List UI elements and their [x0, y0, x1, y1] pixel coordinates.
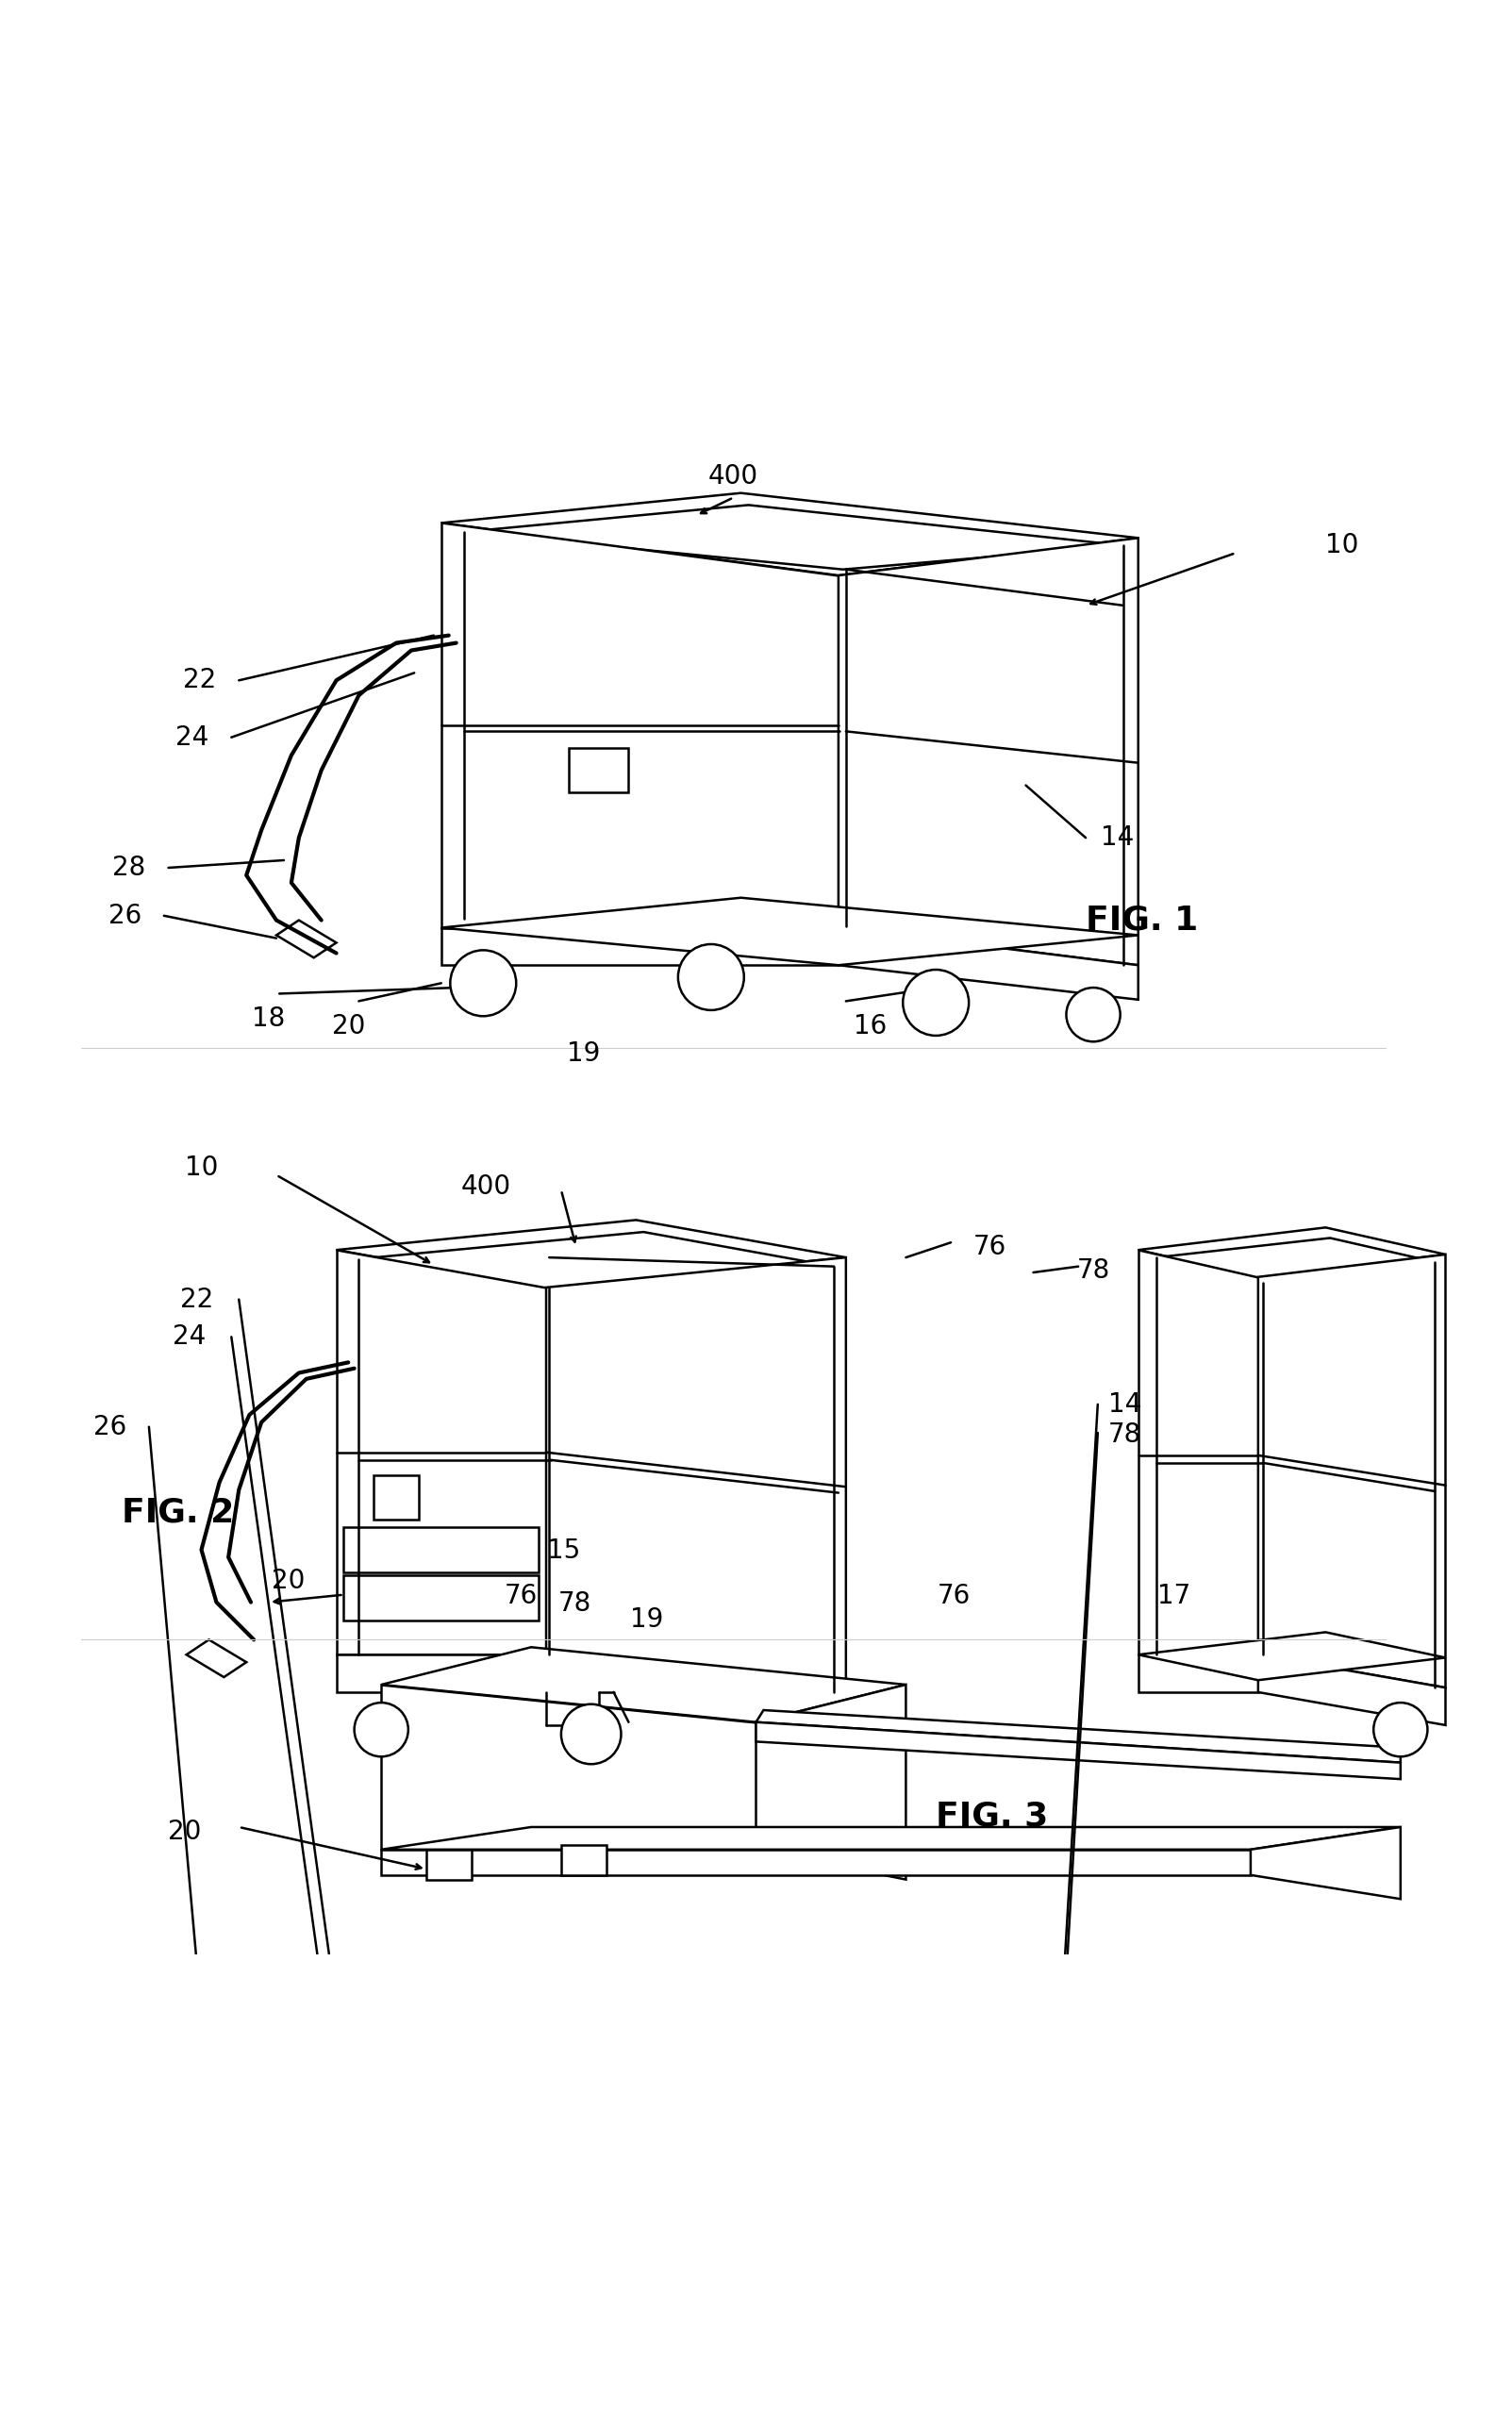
Text: 20: 20 [272, 1569, 305, 1593]
Text: 19: 19 [567, 1041, 600, 1068]
Polygon shape [442, 523, 839, 928]
Circle shape [903, 969, 969, 1036]
Text: 76: 76 [503, 1583, 537, 1610]
Polygon shape [756, 1711, 1400, 1762]
Polygon shape [442, 494, 1139, 576]
Polygon shape [442, 897, 1139, 964]
Polygon shape [1157, 1239, 1435, 1282]
Text: 17: 17 [1158, 1583, 1191, 1610]
Text: 16: 16 [853, 1012, 886, 1039]
Text: 76: 76 [974, 1234, 1007, 1260]
Polygon shape [1139, 1656, 1258, 1692]
Polygon shape [1258, 1656, 1445, 1726]
Text: 20: 20 [168, 1820, 201, 1844]
Polygon shape [381, 1685, 756, 1848]
Polygon shape [839, 928, 1139, 1000]
Text: 24: 24 [175, 723, 209, 750]
Polygon shape [336, 1656, 546, 1692]
Text: 19: 19 [631, 1607, 664, 1634]
Text: 78: 78 [1077, 1258, 1110, 1285]
Text: 28: 28 [113, 856, 147, 882]
Text: 10: 10 [1326, 533, 1359, 559]
Text: 400: 400 [461, 1174, 511, 1200]
Text: 26: 26 [94, 1415, 127, 1441]
Polygon shape [373, 1475, 419, 1521]
Polygon shape [343, 1528, 538, 1571]
Polygon shape [1139, 1251, 1258, 1656]
Polygon shape [1139, 1227, 1445, 1277]
Circle shape [1373, 1701, 1427, 1757]
Polygon shape [1139, 1632, 1445, 1680]
Text: FIG. 1: FIG. 1 [1086, 904, 1198, 935]
Text: 20: 20 [331, 1012, 364, 1039]
Text: 10: 10 [184, 1154, 218, 1181]
Text: 14: 14 [1108, 1391, 1142, 1417]
Text: 22: 22 [180, 1287, 213, 1313]
Text: 400: 400 [709, 463, 759, 489]
Polygon shape [336, 1219, 845, 1287]
Text: 15: 15 [547, 1538, 581, 1564]
Polygon shape [389, 1692, 434, 1723]
Polygon shape [381, 1827, 1400, 1848]
Text: FIG. 2: FIG. 2 [122, 1497, 234, 1528]
Polygon shape [756, 1685, 906, 1880]
Polygon shape [343, 1576, 538, 1620]
Polygon shape [546, 1258, 845, 1692]
Polygon shape [442, 928, 839, 964]
Polygon shape [569, 747, 629, 793]
Polygon shape [358, 1232, 835, 1297]
Circle shape [1066, 988, 1120, 1041]
Polygon shape [277, 921, 336, 957]
Circle shape [677, 945, 744, 1010]
Circle shape [451, 950, 516, 1017]
Polygon shape [381, 1848, 1250, 1875]
Polygon shape [479, 1692, 523, 1723]
Polygon shape [839, 537, 1139, 964]
Polygon shape [186, 1639, 246, 1677]
Polygon shape [546, 1656, 845, 1730]
Text: 26: 26 [109, 901, 142, 928]
Polygon shape [464, 506, 1123, 569]
Text: FIG. 3: FIG. 3 [936, 1800, 1048, 1832]
Text: 78: 78 [1108, 1422, 1142, 1448]
Circle shape [354, 1701, 408, 1757]
Polygon shape [756, 1723, 1400, 1779]
Text: 22: 22 [183, 668, 216, 694]
Text: 18: 18 [253, 1005, 286, 1031]
Polygon shape [381, 1646, 906, 1723]
Text: 76: 76 [937, 1583, 971, 1610]
Text: 78: 78 [558, 1591, 591, 1617]
Polygon shape [336, 1251, 546, 1656]
Polygon shape [1258, 1256, 1445, 1687]
Polygon shape [561, 1846, 606, 1875]
Text: 24: 24 [172, 1323, 206, 1350]
Circle shape [561, 1704, 621, 1764]
Polygon shape [1250, 1827, 1400, 1899]
Polygon shape [426, 1848, 472, 1880]
Text: 14: 14 [1101, 824, 1134, 851]
